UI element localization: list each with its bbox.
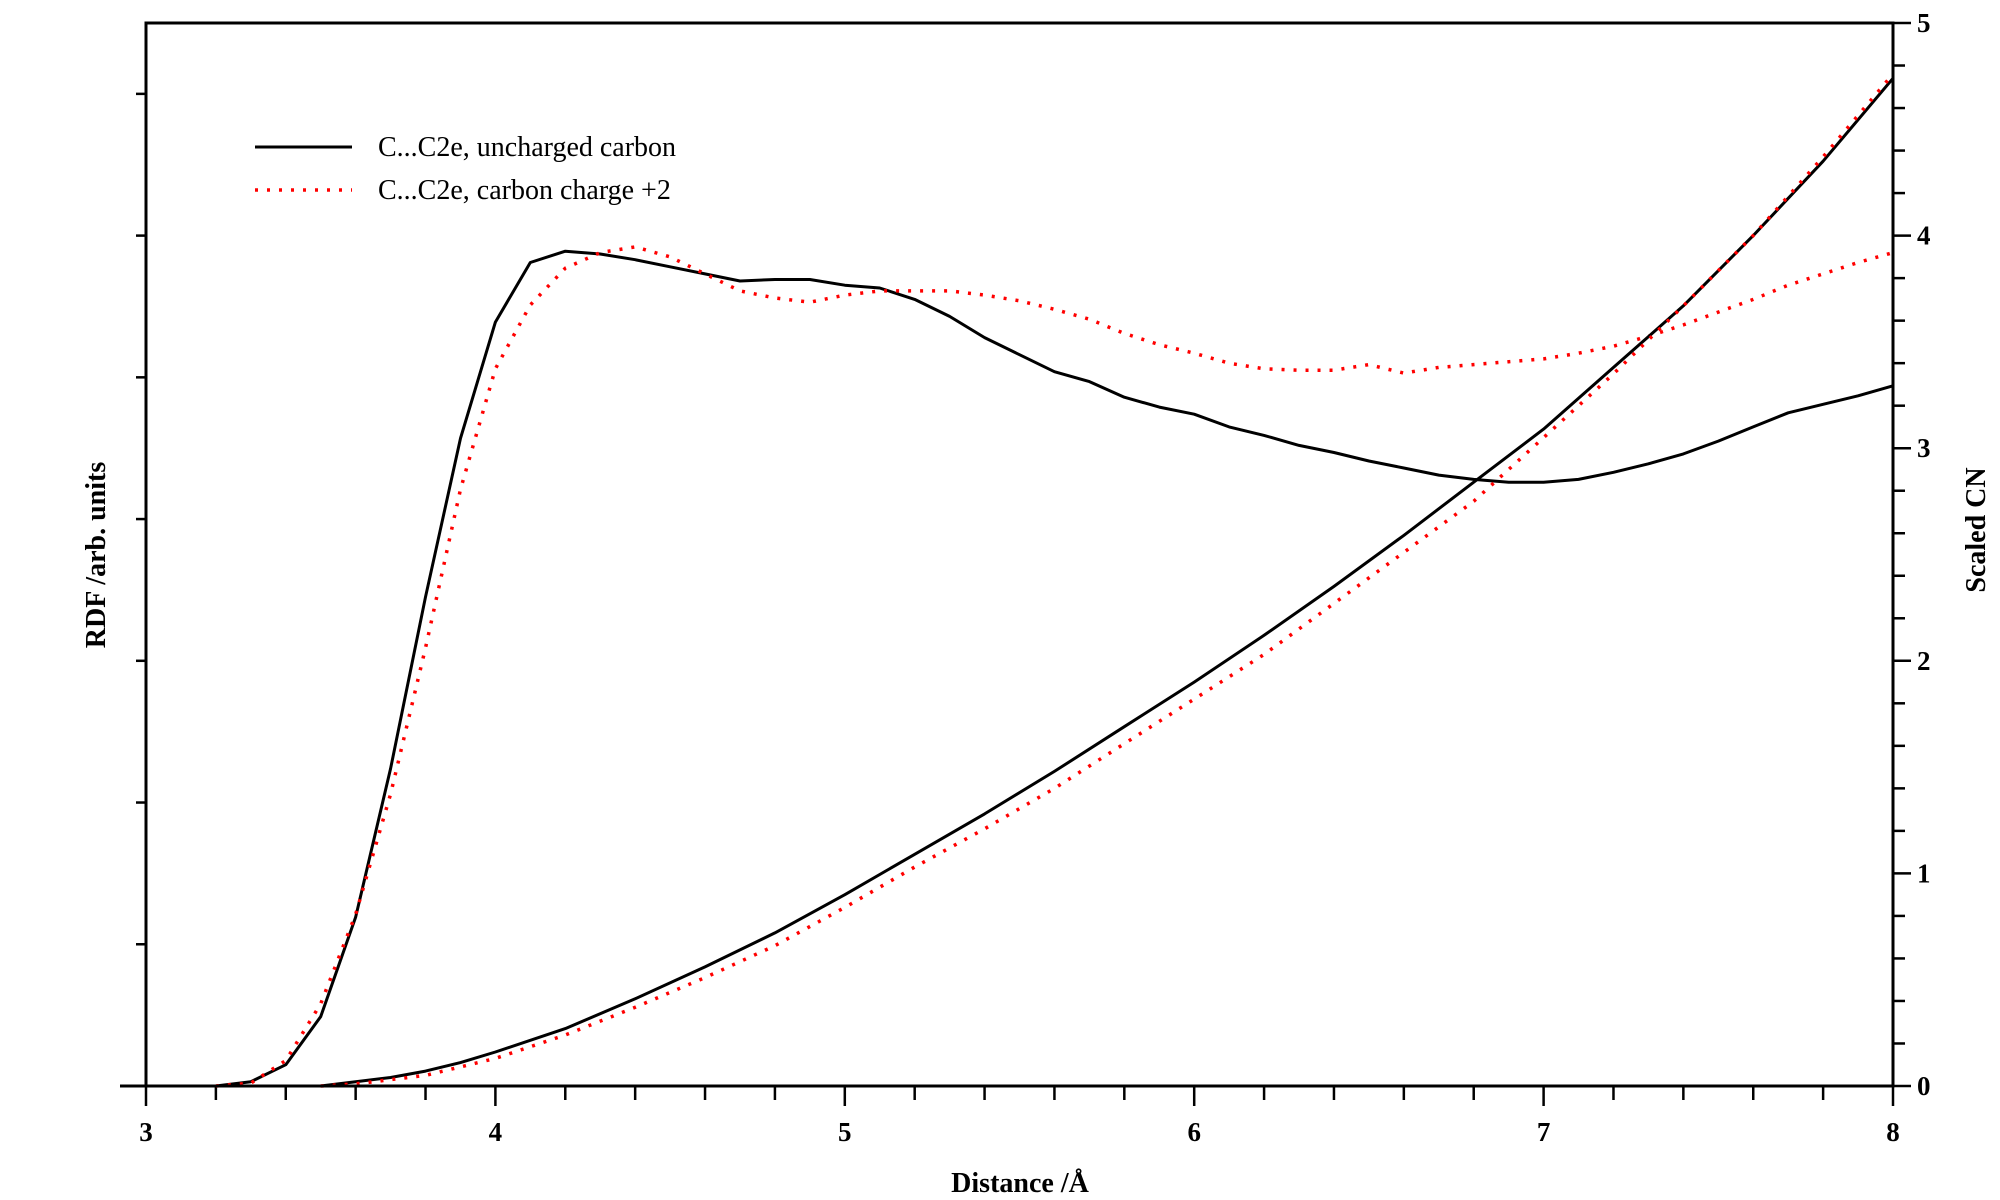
series-line-rdf-uncharged [215,249,1894,1088]
y-axis-label: RDF /arb. units [81,462,112,649]
x-tick-label: 5 [838,1117,852,1147]
y2-tick-label: 0 [1917,1071,1931,1101]
series-line-cn-uncharged [320,77,1895,1088]
legend-label-charged: C...C2e, carbon charge +2 [378,175,671,206]
x-axis-label: Distance /Å [951,1168,1089,1199]
x-tick-label: 7 [1537,1117,1551,1147]
y2-axis-label: Scaled CN [1961,467,1992,592]
y2-tick-label: 4 [1917,221,1931,251]
legend-label-uncharged: C...C2e, uncharged carbon [378,132,676,163]
y2-tick-label: 2 [1917,646,1931,676]
x-tick-label: 3 [139,1117,153,1147]
series-group [215,72,1895,1088]
series-line-cn-charged [320,72,1895,1088]
plot-frame [144,21,1895,1088]
x-tick-label: 8 [1886,1117,1900,1147]
tick-labels: 3 4 5 6 7 80 1 2 3 4 5 [139,8,1930,1147]
y2-tick-label: 1 [1917,858,1931,888]
y2-tick-label: 3 [1917,433,1931,463]
legend: C...C2e, uncharged carbon C...C2e, carbo… [255,132,676,206]
x-tick-label: 6 [1187,1117,1201,1147]
y2-tick-label: 5 [1917,8,1931,38]
x-tick-label: 4 [489,1117,503,1147]
